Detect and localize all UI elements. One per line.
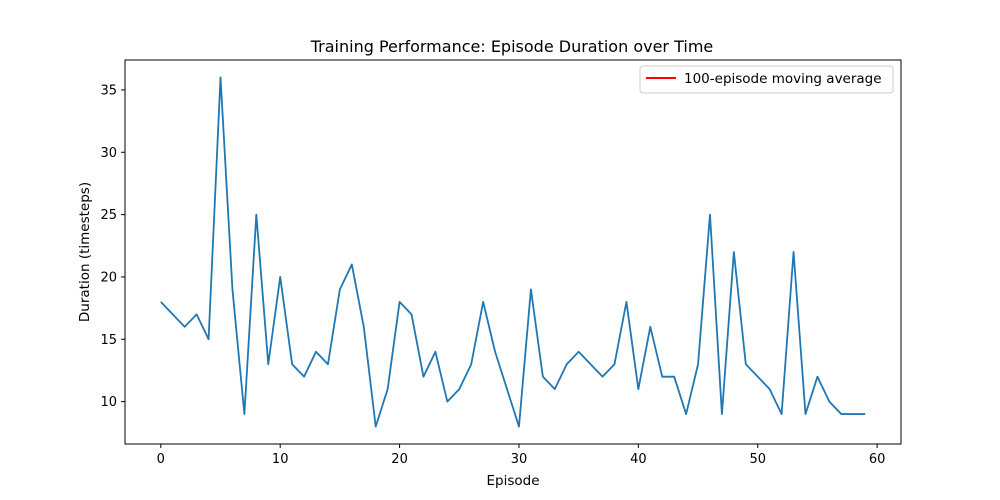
- data-point: [673, 375, 675, 377]
- chart-title: Training Performance: Episode Duration o…: [310, 37, 714, 56]
- data-point: [685, 413, 687, 415]
- legend-label: 100-episode moving average: [684, 71, 882, 87]
- x-tick-label: 20: [391, 452, 408, 467]
- data-point: [434, 351, 436, 353]
- y-axis-label: Duration (timesteps): [77, 182, 93, 322]
- data-point: [613, 363, 615, 365]
- data-point: [386, 388, 388, 390]
- data-point: [219, 76, 221, 78]
- y-tick-label: 20: [100, 270, 117, 285]
- data-point: [745, 363, 747, 365]
- data-point: [566, 363, 568, 365]
- data-point: [339, 288, 341, 290]
- data-point: [207, 338, 209, 340]
- data-point: [792, 251, 794, 253]
- data-point: [267, 363, 269, 365]
- axes-frame: [124, 59, 902, 445]
- data-point: [351, 263, 353, 265]
- data-point: [506, 388, 508, 390]
- data-point: [577, 351, 579, 353]
- data-point: [649, 326, 651, 328]
- data-point: [816, 375, 818, 377]
- x-axis-label: Episode: [486, 473, 539, 489]
- y-tick-label: 15: [100, 333, 117, 348]
- plot-area: [160, 76, 866, 428]
- data-point: [637, 388, 639, 390]
- legend-box: [639, 65, 894, 94]
- x-tick-label: 0: [157, 452, 165, 467]
- data-point: [864, 413, 866, 415]
- data-point: [470, 363, 472, 365]
- x-tick-label: 40: [630, 452, 647, 467]
- data-point: [160, 301, 162, 303]
- data-point: [697, 363, 699, 365]
- data-point: [446, 400, 448, 402]
- data-point: [291, 363, 293, 365]
- data-point: [494, 351, 496, 353]
- data-point: [458, 388, 460, 390]
- data-point: [554, 388, 556, 390]
- data-point: [231, 288, 233, 290]
- data-point: [542, 375, 544, 377]
- data-point: [721, 413, 723, 415]
- data-point: [422, 375, 424, 377]
- x-axis: 0 10 20 30 40 50 60: [157, 444, 886, 467]
- x-tick-label: 60: [869, 452, 886, 467]
- y-tick-label: 35: [100, 83, 117, 98]
- y-tick-label: 10: [100, 395, 117, 410]
- data-point: [410, 313, 412, 315]
- data-point: [375, 425, 377, 427]
- data-point: [661, 375, 663, 377]
- y-tick-label: 25: [100, 208, 117, 223]
- data-point: [709, 213, 711, 215]
- data-point: [840, 413, 842, 415]
- data-point: [195, 313, 197, 315]
- data-point: [363, 326, 365, 328]
- data-point: [757, 375, 759, 377]
- data-point: [733, 251, 735, 253]
- data-point: [768, 388, 770, 390]
- data-point: [172, 313, 174, 315]
- data-point: [303, 375, 305, 377]
- data-point: [482, 301, 484, 303]
- data-point: [589, 363, 591, 365]
- x-tick-label: 30: [511, 452, 528, 467]
- data-point: [243, 413, 245, 415]
- y-axis: 10 15 20 25 30 35: [100, 83, 125, 410]
- series-line-0: [160, 76, 866, 428]
- x-tick-label: 10: [272, 452, 289, 467]
- data-point: [327, 363, 329, 365]
- data-point: [601, 375, 603, 377]
- data-point: [255, 213, 257, 215]
- x-tick-label: 50: [749, 452, 766, 467]
- data-point: [279, 276, 281, 278]
- data-point: [780, 413, 782, 415]
- data-point: [518, 425, 520, 427]
- data-point: [315, 351, 317, 353]
- data-point: [828, 400, 830, 402]
- y-tick-label: 30: [100, 146, 117, 161]
- data-point: [183, 326, 185, 328]
- data-point: [804, 413, 806, 415]
- data-point: [398, 301, 400, 303]
- legend: 100-episode moving average: [639, 65, 894, 94]
- data-point: [625, 301, 627, 303]
- data-point: [530, 288, 532, 290]
- data-point: [852, 413, 854, 415]
